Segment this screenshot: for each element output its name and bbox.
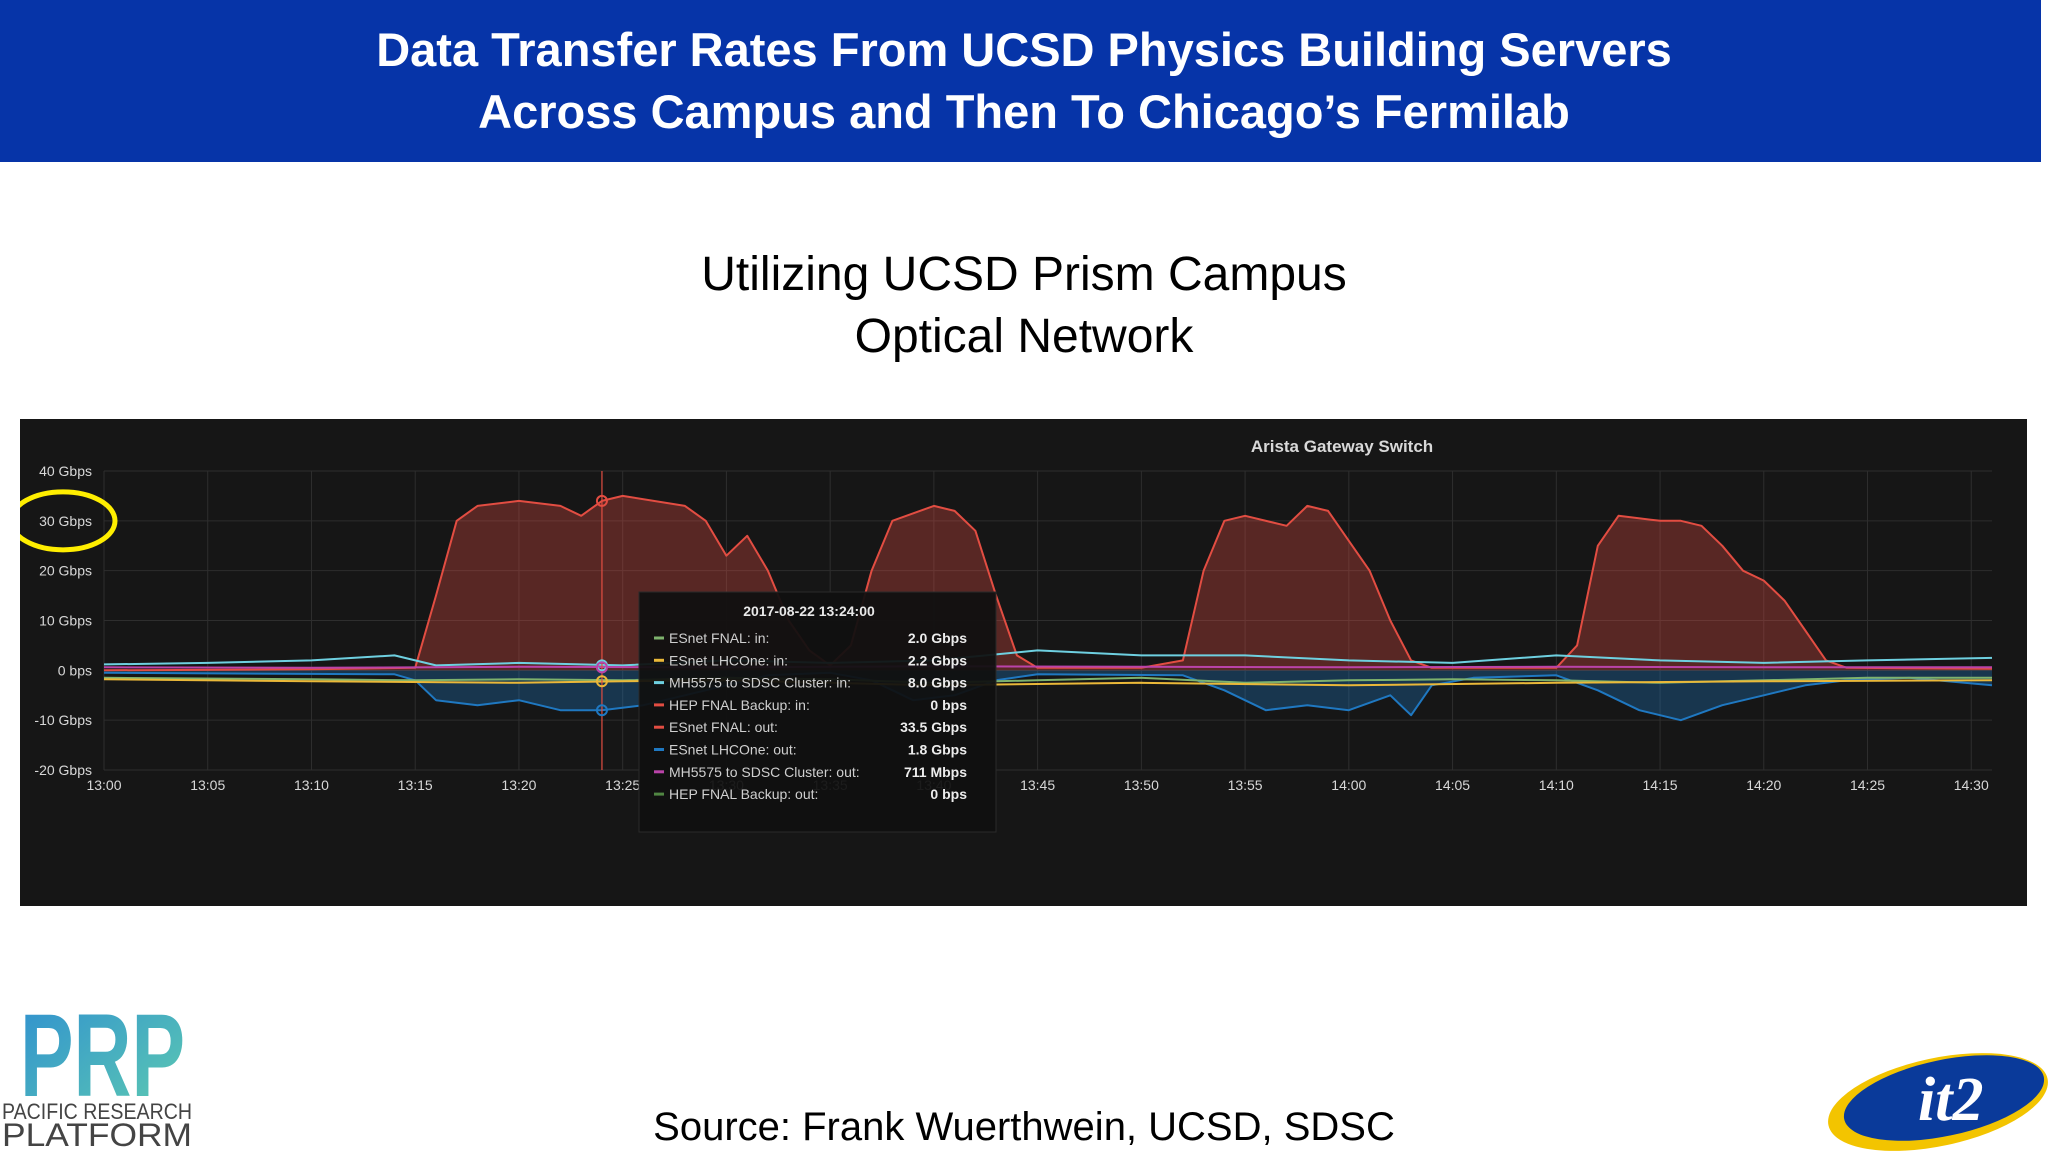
tooltip-row-value-5: 1.8 Gbps: [908, 742, 967, 758]
series-area-esnet_lhcone_out: [104, 670, 1992, 721]
slide-subtitle: Utilizing UCSD Prism Campus Optical Netw…: [0, 244, 2048, 368]
tooltip-row-value-7: 0 bps: [930, 786, 967, 802]
traffic-chart: Arista Gateway Switch 40 Gbps 30 Gbps 20 Gb…: [20, 437, 1993, 833]
x-tick-label-4: 13:20: [501, 777, 536, 793]
it2-logo: it2: [1828, 1053, 2048, 1151]
it2-logo-text: it2: [1918, 1066, 1983, 1134]
x-tick-label-9: 13:45: [1020, 777, 1055, 793]
highlight-circle-30gbps: [20, 489, 118, 553]
y-tick-label-1: 30 Gbps: [39, 513, 92, 529]
chart-title: Arista Gateway Switch: [1251, 437, 1433, 456]
tooltip-row-label-3: HEP FNAL Backup: in:: [669, 697, 810, 713]
cursor-point-esnet_lhcone_out: [595, 704, 608, 717]
y-tick-label-3: 10 Gbps: [39, 613, 92, 629]
it2-logo-disc: [1843, 1055, 2045, 1141]
x-tick-label-16: 14:20: [1746, 777, 1781, 793]
tooltip-row-value-1: 2.2 Gbps: [908, 652, 967, 668]
tooltip-header: 2017-08-22 13:24:00: [743, 603, 875, 619]
cursor-point-esnet_lhcone_in: [595, 675, 608, 688]
prp-logo-text: PRP: [20, 996, 185, 1122]
y-tick-label-0: 40 Gbps: [39, 463, 92, 479]
series-area-esnet_fnal_out: [104, 495, 1992, 671]
cursor-point-esnet_fnal_out: [595, 494, 608, 507]
tooltip-row-label-5: ESnet LHCOne: out:: [669, 742, 797, 758]
y-tick-label-2: 20 Gbps: [39, 563, 92, 579]
y-tick-label-6: -20 Gbps: [34, 762, 92, 778]
tooltip-box: [638, 591, 997, 833]
slide-title-line-2: Across Campus and Then To Chicago’s Ferm…: [478, 85, 1570, 138]
x-tick-label-14: 14:10: [1539, 777, 1574, 793]
x-tick-label-17: 14:25: [1850, 777, 1885, 793]
tooltip-row-value-6: 711 Mbps: [904, 764, 967, 780]
x-tick-label-3: 13:15: [398, 777, 433, 793]
tooltip: 2017-08-22 13:24:00 ESnet FNAL: in: 2.0 Gb…: [638, 591, 997, 833]
title-bar: Data Transfer Rates From UCSD Physics Bu…: [0, 0, 2041, 162]
x-tick-label-2: 13:10: [294, 777, 329, 793]
tooltip-row-value-4: 33.5 Gbps: [900, 719, 967, 735]
x-tick-label-13: 14:05: [1435, 777, 1470, 793]
tooltip-row-label-0: ESnet FNAL: in:: [669, 630, 769, 646]
prp-logo-line-2: PLATFORM: [2, 1117, 192, 1152]
x-tick-label-5: 13:25: [605, 777, 640, 793]
series-line-mh5575_out: [103, 665, 1992, 669]
source-credit: Source: Frank Wuerthwein, UCSD, SDSC: [653, 1105, 1395, 1149]
y-tick-label-5: -10 Gbps: [34, 712, 92, 728]
subtitle-line-1: Utilizing UCSD Prism Campus: [701, 248, 1347, 301]
tooltip-row-label-7: HEP FNAL Backup: out:: [669, 786, 818, 802]
cursor-point-mh5575_out: [595, 661, 608, 674]
tooltip-row-label-1: ESnet LHCOne: in:: [669, 652, 788, 668]
x-tick-label-0: 13:00: [86, 777, 121, 793]
x-tick-label-12: 14:00: [1331, 777, 1366, 793]
prp-logo: PRP PACIFIC RESEARCH PLATFORM: [2, 996, 192, 1152]
slide-title-line-1: Data Transfer Rates From UCSD Physics Bu…: [376, 23, 1672, 76]
tooltip-row-label-4: ESnet FNAL: out:: [669, 719, 778, 735]
tooltip-row-value-0: 2.0 Gbps: [908, 630, 967, 646]
series-line-esnet_fnal_out: [103, 494, 1993, 672]
x-tick-label-10: 13:50: [1124, 777, 1159, 793]
tooltip-row-value-3: 0 bps: [930, 697, 967, 713]
tooltip-row-label-6: MH5575 to SDSC Cluster: out:: [669, 764, 860, 780]
y-tick-label-4: 0 bps: [58, 662, 92, 678]
series-line-esnet_lhcone_out: [103, 671, 1993, 722]
chart-panel: Arista Gateway Switch 40 Gbps 30 Gbps 20 Gb…: [20, 419, 2027, 906]
tooltip-row-value-2: 8.0 Gbps: [908, 675, 967, 691]
x-tick-label-1: 13:05: [190, 777, 225, 793]
subtitle-line-2: Optical Network: [854, 310, 1194, 363]
prp-logo-line-1: PACIFIC RESEARCH: [2, 1099, 192, 1124]
tooltip-row-label-2: MH5575 to SDSC Cluster: in:: [669, 675, 851, 691]
x-tick-label-11: 13:55: [1228, 777, 1263, 793]
x-tick-label-15: 14:15: [1643, 777, 1678, 793]
x-tick-label-18: 14:30: [1954, 777, 1989, 793]
